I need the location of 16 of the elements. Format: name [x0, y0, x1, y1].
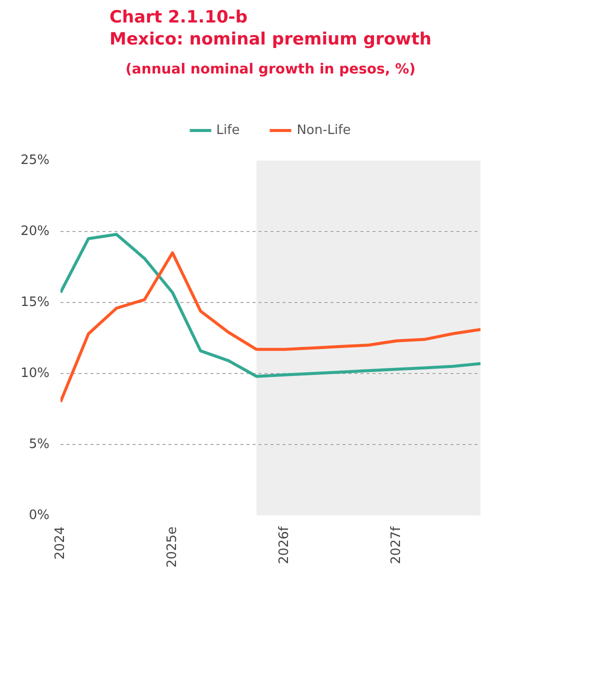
legend-label: Life	[216, 122, 240, 138]
line-series	[60, 232, 480, 378]
legend-label: Non-Life	[296, 122, 351, 138]
x-tick-label: 2024	[53, 526, 68, 560]
y-tick-label: 20%	[20, 224, 50, 239]
y-tick-label: 15%	[20, 295, 50, 310]
y-tick-label: 25%	[20, 153, 50, 168]
y-tick-label: 5%	[28, 437, 50, 452]
chart-title: Chart 2.1.10-b Mexico: nominal premium growth	[110, 8, 432, 50]
line-series	[60, 251, 480, 404]
x-tick-label: 2027f	[389, 526, 404, 564]
x-tick-label: 2026f	[277, 526, 292, 564]
y-tick-label: 0%	[28, 508, 50, 523]
chart-subtitle: (annual nominal growth in pesos, %)	[126, 62, 416, 78]
x-tick-label: 2025e	[165, 526, 180, 568]
y-tick-label: 10%	[20, 366, 50, 381]
